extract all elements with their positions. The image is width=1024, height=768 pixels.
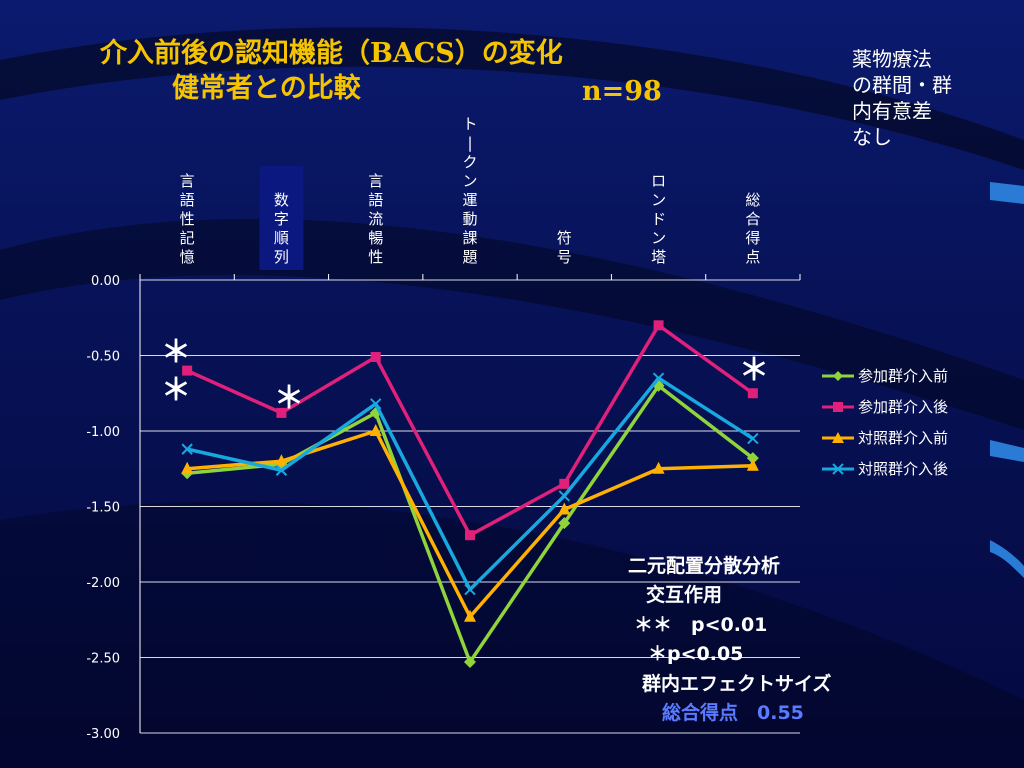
stats-interaction: 交互作用 <box>646 584 723 607</box>
data-point-x <box>652 372 665 384</box>
stats-effect-size-value: 総合得点 0.55 <box>662 702 804 725</box>
significance-star: ＊ <box>161 373 191 408</box>
legend-label: 参加群介入前 <box>858 367 949 385</box>
x-category-label: ト|クン運動課題 <box>462 115 477 266</box>
note-line: 薬物療法 <box>852 47 932 71</box>
legend-label: 対照群介入前 <box>858 429 949 447</box>
data-point-diamond <box>746 452 759 465</box>
note-line: なし <box>852 125 892 149</box>
x-category-label: 言語流暢性 <box>368 172 383 266</box>
data-point-triangle <box>464 609 476 622</box>
stats-p001: ＊＊ p<0.01 <box>634 613 768 636</box>
y-tick-label: -3.00 <box>86 727 120 742</box>
data-point-triangle <box>369 424 382 436</box>
legend-item: 参加群介入前 <box>822 360 948 391</box>
data-point-diamond <box>464 656 476 669</box>
legend-marker-triangle <box>822 431 854 443</box>
data-point-triangle <box>181 461 194 474</box>
data-point-square <box>465 530 475 541</box>
data-point-x <box>464 583 476 596</box>
data-point-triangle <box>652 461 665 474</box>
data-point-square <box>182 365 193 376</box>
data-point-x <box>181 443 193 455</box>
x-category-label: ロンドン塔 <box>651 172 666 266</box>
stats-effect-size-label: 群内エフェクトサイズ <box>642 672 832 695</box>
category-highlight <box>259 166 304 270</box>
data-point-diamond <box>558 517 571 530</box>
data-point-square <box>559 478 570 489</box>
x-category-label: 数字順列 <box>274 191 289 266</box>
y-tick-label: -1.00 <box>86 425 120 440</box>
data-point-x <box>370 398 382 410</box>
significance-star: ＊ <box>161 335 191 370</box>
y-tick-label: 0.00 <box>91 274 120 289</box>
data-point-square <box>653 320 664 331</box>
chart-legend: 参加群介入前 参加群介入後 対照群介入前 対照群介入後 <box>822 360 948 484</box>
data-point-triangle <box>558 502 571 515</box>
title-line-2: 健常者との比較 <box>172 73 361 105</box>
y-tick-label: -2.50 <box>86 652 120 667</box>
legend-item: 対照群介入前 <box>822 422 948 453</box>
x-category-label: 言語性記憶 <box>180 172 195 266</box>
data-point-triangle <box>275 454 288 467</box>
legend-label: 対照群介入後 <box>858 460 949 478</box>
stats-method: 二元配置分散分析 <box>628 555 781 577</box>
data-point-triangle <box>746 458 759 471</box>
statistics-box: 二元配置分散分析 交互作用 ＊＊ p<0.01 ＊p<0.05 群内エフェクトサ… <box>628 552 831 729</box>
data-point-square <box>747 388 758 399</box>
y-tick-label: -1.50 <box>86 501 120 516</box>
legend-item: 対照群介入後 <box>822 453 948 484</box>
note-line: の群間・群 <box>852 73 952 97</box>
data-point-x <box>558 490 570 502</box>
x-category-label: 総合得点 <box>745 191 760 266</box>
note-line: 内有意差 <box>852 99 932 123</box>
data-point-square <box>370 352 381 363</box>
legend-marker-square <box>822 401 854 412</box>
data-point-x <box>747 432 759 445</box>
legend-marker-x <box>822 462 854 475</box>
data-point-square <box>276 407 287 418</box>
x-category-label: 符号 <box>557 229 572 266</box>
legend-item: 参加群介入後 <box>822 391 948 422</box>
data-point-x <box>275 464 288 476</box>
chart-title: 介入前後の認知機能（BACS）の変化 健常者との比較 n=98 <box>100 36 662 107</box>
legend-label: 参加群介入後 <box>858 398 949 416</box>
title-line-1: 介入前後の認知機能（BACS）の変化 <box>100 38 563 69</box>
stats-p005: ＊p<0.05 <box>648 643 744 666</box>
sample-size: n=98 <box>582 76 662 107</box>
legend-marker-diamond <box>822 370 854 381</box>
y-tick-label: -0.50 <box>86 350 120 365</box>
y-tick-label: -2.00 <box>86 576 120 591</box>
significance-star: ＊ <box>739 353 769 388</box>
significance-star: ＊ <box>274 381 304 416</box>
series-line <box>186 323 754 537</box>
note-box: 薬物療法 の群間・群 内有意差 なし <box>852 46 992 150</box>
